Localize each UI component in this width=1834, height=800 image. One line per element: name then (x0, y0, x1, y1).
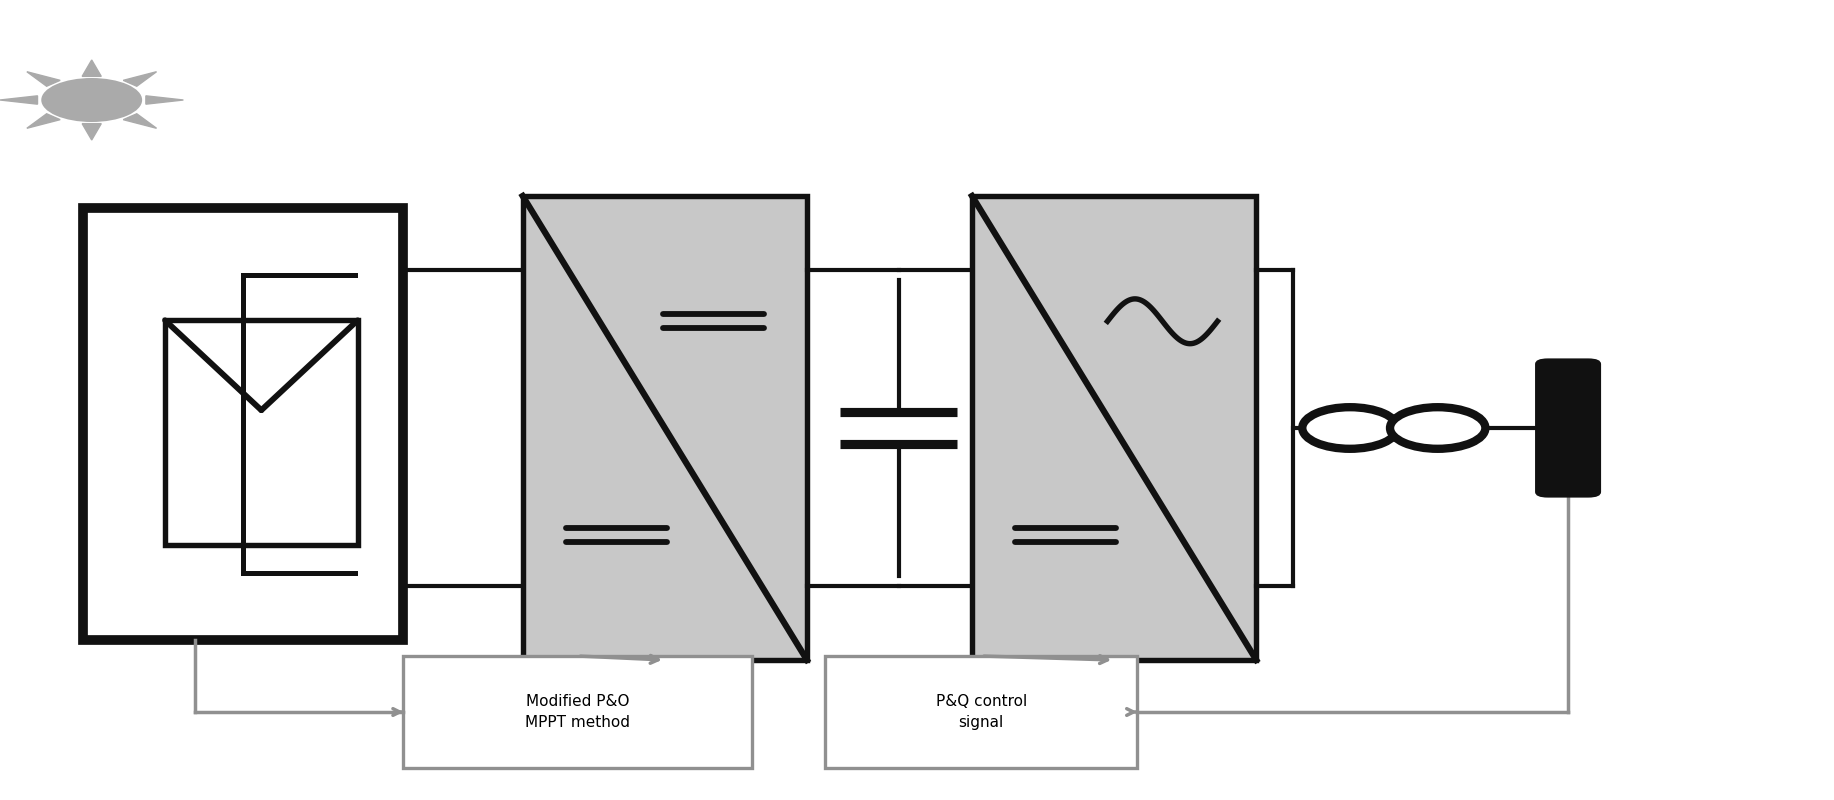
Circle shape (1302, 407, 1398, 449)
Circle shape (40, 78, 143, 122)
Polygon shape (28, 72, 61, 86)
Bar (825, 656, 1137, 768)
Bar (165, 320, 358, 545)
Bar (523, 196, 807, 660)
Text: Modified P&O
MPPT method: Modified P&O MPPT method (525, 694, 631, 730)
Polygon shape (28, 114, 61, 128)
Polygon shape (123, 114, 156, 128)
Bar (972, 196, 1256, 660)
Text: P&Q control
signal: P&Q control signal (935, 694, 1027, 730)
Bar (83, 208, 403, 640)
Polygon shape (0, 96, 37, 104)
Bar (403, 656, 752, 768)
Polygon shape (147, 96, 183, 104)
Polygon shape (83, 60, 101, 76)
Circle shape (1390, 407, 1486, 449)
FancyBboxPatch shape (1535, 358, 1601, 498)
Polygon shape (83, 124, 101, 140)
Polygon shape (123, 72, 156, 86)
